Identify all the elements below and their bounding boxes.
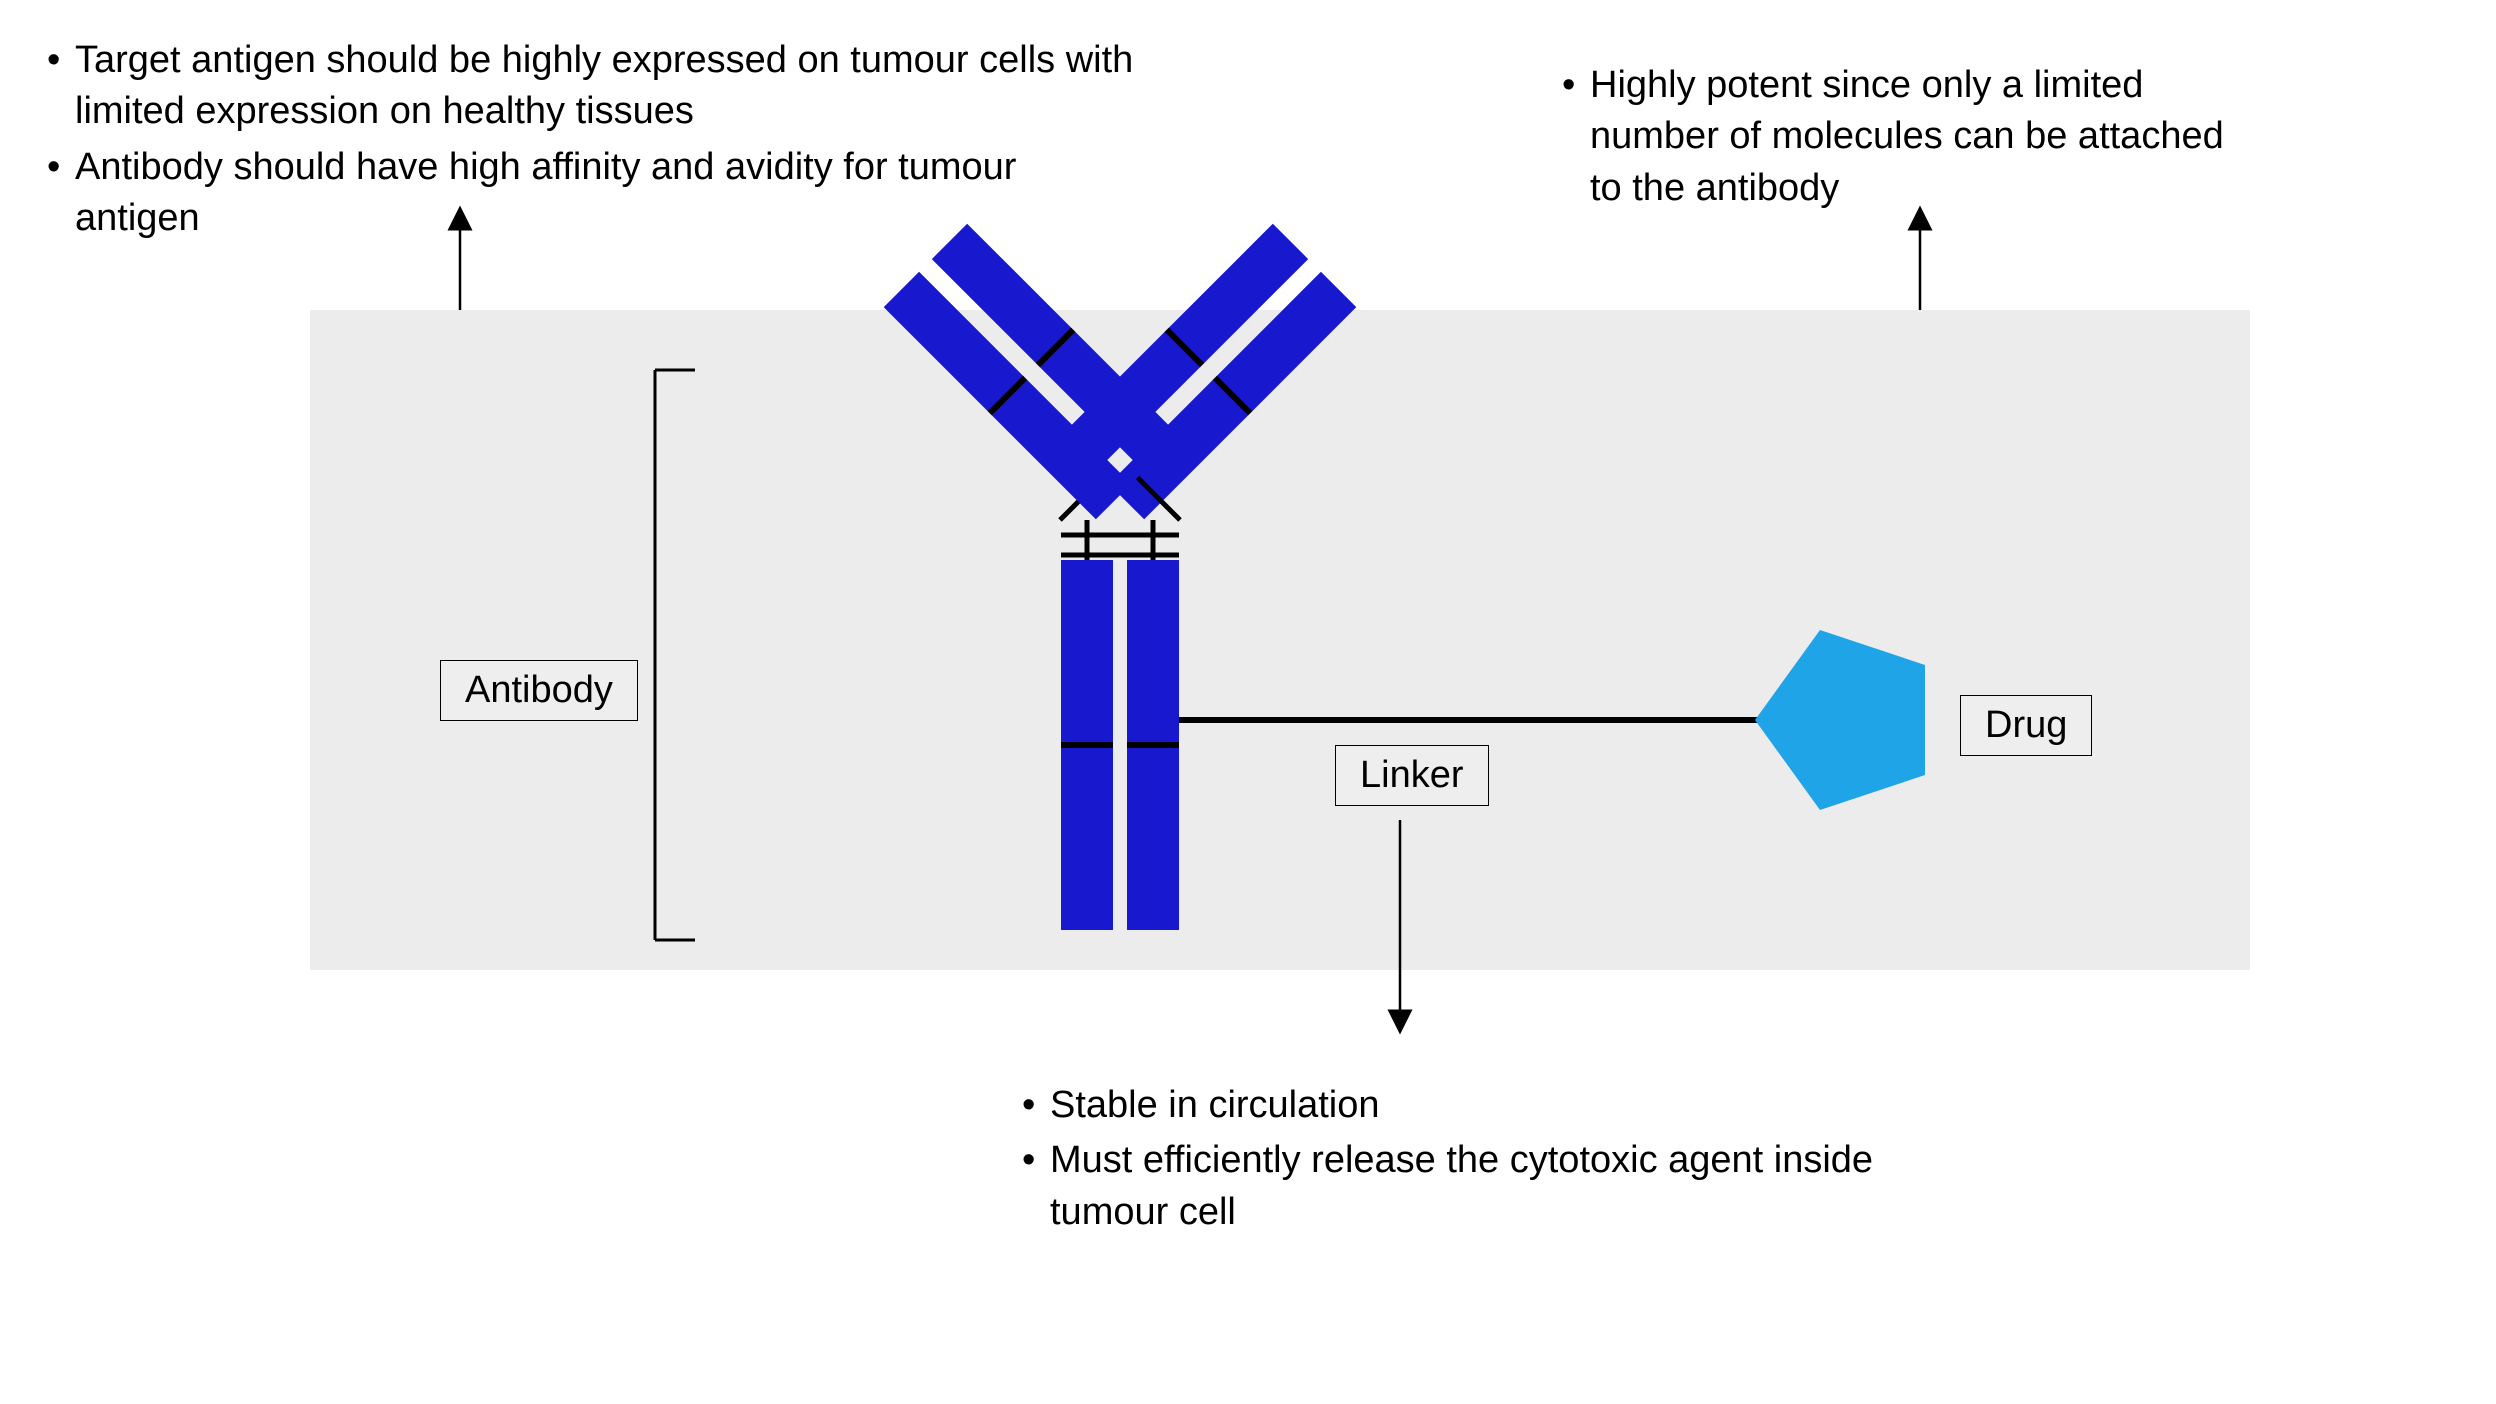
- diagram-container: Antibody Linker Drug Target antigen shou…: [0, 0, 2496, 1404]
- linker-label: Linker: [1335, 745, 1489, 806]
- linker-bullet-2: Must efficiently release the cytotoxic a…: [1050, 1135, 1920, 1238]
- drug-annotation: Highly potent since only a limited numbe…: [1560, 60, 2260, 218]
- antibody-bullet-2: Antibody should have high affinity and a…: [75, 142, 1145, 245]
- linker-label-text: Linker: [1360, 754, 1464, 796]
- drug-bullet-1: Highly potent since only a limited numbe…: [1590, 60, 2260, 214]
- drug-label: Drug: [1960, 695, 2092, 756]
- antibody-label: Antibody: [440, 660, 638, 721]
- linker-annotation: Stable in circulation Must efficiently r…: [1020, 1080, 1920, 1242]
- antibody-label-text: Antibody: [465, 669, 613, 711]
- drug-label-text: Drug: [1985, 704, 2067, 746]
- panel-background: [310, 310, 2250, 970]
- antibody-bullet-1: Target antigen should be highly expresse…: [75, 35, 1145, 138]
- linker-bullet-1: Stable in circulation: [1050, 1080, 1920, 1131]
- antibody-annotation: Target antigen should be highly expresse…: [45, 35, 1145, 248]
